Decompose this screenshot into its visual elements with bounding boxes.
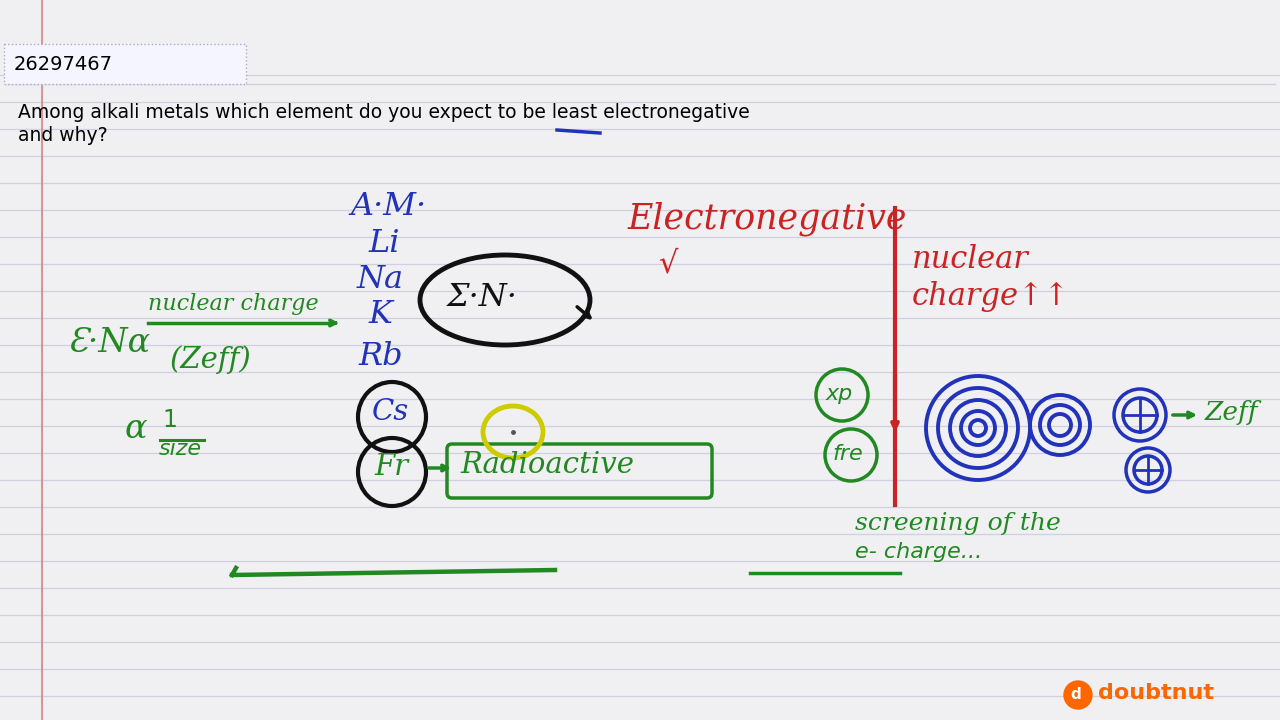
- Text: 26297467: 26297467: [14, 55, 113, 74]
- Text: Among alkali metals which element do you expect to be least electronegative: Among alkali metals which element do you…: [18, 103, 750, 122]
- Circle shape: [1064, 681, 1092, 709]
- Text: Fr: Fr: [374, 453, 408, 481]
- Text: Electronegative: Electronegative: [628, 201, 908, 235]
- Text: screening of the: screening of the: [855, 512, 1061, 535]
- Text: Zeff: Zeff: [1204, 400, 1258, 425]
- Text: Radioactive: Radioactive: [460, 451, 634, 479]
- Text: xp: xp: [826, 384, 854, 404]
- Text: (Zeff): (Zeff): [170, 345, 252, 374]
- Text: 1: 1: [163, 408, 177, 432]
- Text: K: K: [369, 299, 392, 330]
- Text: Σ·N·: Σ·N·: [447, 282, 518, 313]
- Text: charge↑↑: charge↑↑: [911, 281, 1070, 312]
- Text: nuclear charge: nuclear charge: [148, 293, 319, 315]
- Text: Na: Na: [357, 264, 404, 295]
- Text: √: √: [658, 249, 677, 278]
- Text: e- charge...: e- charge...: [855, 542, 982, 562]
- Text: doubtnut: doubtnut: [1098, 683, 1213, 703]
- Text: A·M·: A·M·: [349, 191, 426, 222]
- Text: fre: fre: [832, 444, 863, 464]
- Text: d: d: [1070, 687, 1080, 702]
- Text: α: α: [125, 413, 147, 445]
- Text: Ɛ·Nα: Ɛ·Nα: [68, 327, 151, 359]
- Text: and why?: and why?: [18, 126, 108, 145]
- Text: Li: Li: [369, 228, 399, 259]
- FancyBboxPatch shape: [4, 44, 246, 84]
- Text: nuclear: nuclear: [911, 244, 1029, 275]
- Text: Rb: Rb: [358, 341, 403, 372]
- Text: size: size: [159, 439, 202, 459]
- Text: Cs: Cs: [372, 398, 410, 426]
